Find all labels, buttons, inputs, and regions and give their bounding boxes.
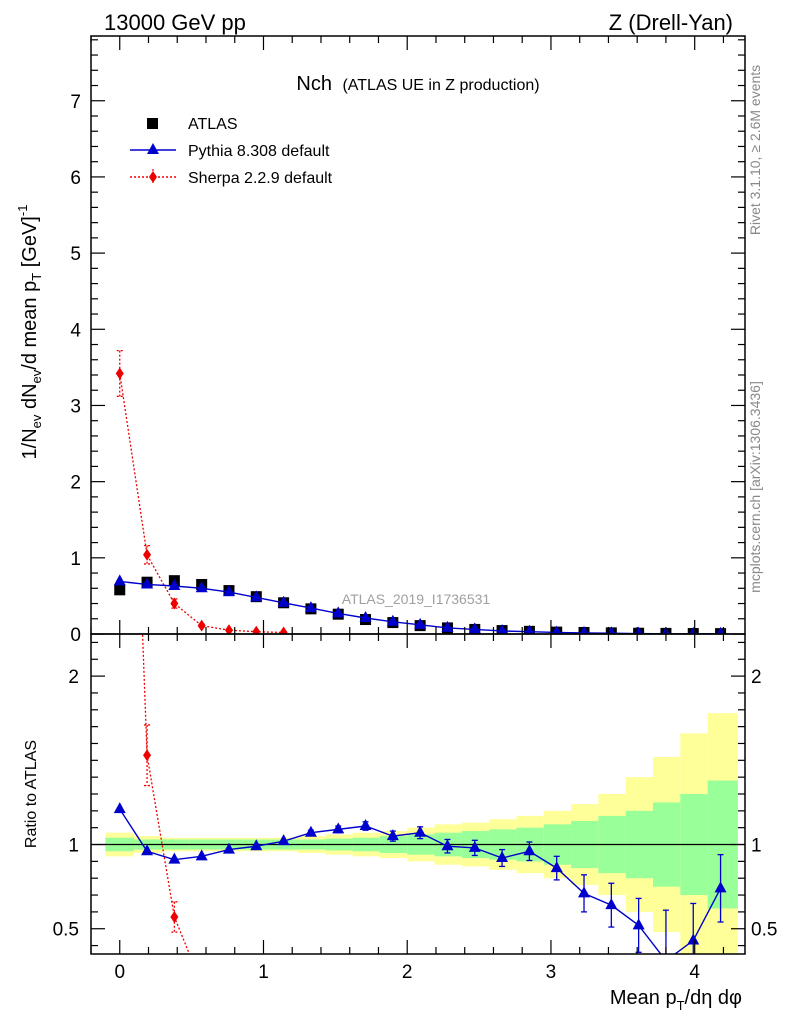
pythia-ratio-point [687,933,700,945]
pythia-point [716,626,725,634]
pythia-ratio-point [168,852,181,864]
pythia-ratio-point [332,822,345,834]
sherpa-ratio-line [141,634,191,954]
sherpa-point [170,597,179,610]
pythia-ratio-point [523,844,536,856]
pythia-point [359,611,372,623]
pythia-ratio-point [496,851,509,862]
rivet-label: Rivet 3.1.10, ≥ 2.6M events [747,65,763,235]
legend: ATLAS Pythia 8.308 default Sherpa 2.2.9 … [130,116,333,187]
pythia-point [222,585,235,597]
pythia-ratio-point [359,819,372,830]
header-left: 13000 GeV pp [104,10,246,35]
sherpa-point [252,625,261,634]
plot-title-sub: (ATLAS UE in Z production) [342,77,539,94]
y-tick-label: 7 [70,92,81,113]
sherpa-ratio-point [198,978,206,990]
y-axis-title-main: 1/Nev dNev/d mean pT [GeV]-1 [15,205,44,460]
pythia-point [468,622,481,634]
pythia-point [552,625,562,634]
pythia-ratio-point [714,881,727,893]
x-tick-label: 1 [258,962,269,983]
ratio-y-tick-label-right: 0.5 [751,920,777,941]
ratio-y-tick-label: 2 [68,667,79,688]
pythia-point [386,614,399,626]
pythia-point [195,581,208,593]
atlas-point [114,584,126,596]
sherpa-point [115,367,124,380]
pythia-point [496,623,508,634]
legend-label-atlas: ATLAS [188,116,238,133]
pythia-ratio-point [277,834,290,846]
pythia-ratio-point [414,825,427,837]
y-tick-label: 4 [70,320,81,341]
pythia-ratio-point [304,825,317,837]
pythia-ratio-point [605,898,618,910]
pythia-ratio-point [222,842,235,854]
pythia-ratio-point [386,829,399,841]
pythia-ratio-point [250,839,263,851]
sherpa-point [197,619,206,632]
pythia-point [524,624,535,634]
pythia-ratio-point [141,844,154,856]
ratio-y-tick-label: 1 [68,836,79,857]
x-tick-label: 2 [402,962,413,983]
plot-title-main: Nch [296,73,332,95]
legend-label-sherpa: Sherpa 2.2.9 default [188,170,333,187]
y-tick-label: 6 [70,168,81,189]
pythia-ratio-point [632,918,645,930]
y-tick-label: 2 [70,473,81,494]
pythia-ratio-point [441,839,454,851]
pythia-ratio-point [578,886,591,898]
pythia-point [304,601,317,613]
sherpa-point [224,624,233,634]
pythia-ratio-point [113,802,126,814]
y-tick-label: 1 [70,549,81,570]
legend-marker-sherpa [149,171,157,183]
pythia-point [141,577,154,589]
pythia-point [414,617,427,629]
plot-title: Nch (ATLAS UE in Z production) [296,73,539,95]
pythia-ratio-point [665,953,667,954]
x-tick-label: 3 [546,962,557,983]
header-right: Z (Drell-Yan) [609,10,733,35]
sherpa-ratio-point [143,749,152,762]
pythia-ratio-point [550,861,563,873]
mcplots-label: mcplots.cern.ch [arXiv:1306.3436] [747,381,763,593]
pythia-ratio-point [468,840,481,852]
ratio-y-tick-label-right: 1 [751,836,762,857]
pythia-point [113,574,126,586]
pythia-point [250,590,263,602]
pythia-point [579,625,589,634]
y-axis-title-ratio: Ratio to ATLAS [23,740,40,848]
pythia-point [441,620,454,632]
pythia-point [332,606,345,618]
pythia-point [277,595,290,607]
sherpa-point [279,626,288,634]
legend-marker-atlas [147,118,158,129]
x-axis-title: Mean pT/dη dφ [610,987,742,1013]
legend-label-pythia: Pythia 8.308 default [188,143,330,160]
y-tick-label: 3 [70,396,81,417]
y-tick-label: 0 [70,625,81,646]
pythia-point [607,626,616,634]
legend-marker-pythia [147,143,159,154]
pythia-ratio-point [195,849,208,861]
analysis-label: ATLAS_2019_I1736531 [342,591,491,607]
pythia-point [168,579,181,591]
sherpa-point [143,548,152,561]
ratio-y-tick-label: 0.5 [53,920,79,941]
x-tick-label: 0 [114,962,125,983]
sherpa-ratio-point [170,910,179,923]
y-tick-label: 5 [70,244,81,265]
x-tick-label: 4 [689,962,700,983]
ratio-y-tick-label-right: 2 [751,667,762,688]
